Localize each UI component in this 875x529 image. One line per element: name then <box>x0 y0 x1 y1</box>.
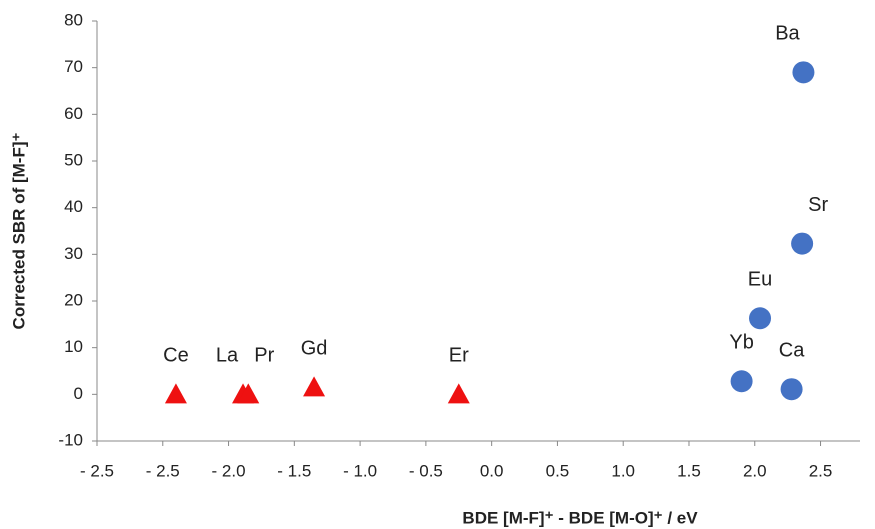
y-axis-title: Corrected SBR of [M-F]⁺ <box>9 133 28 330</box>
point-label: Sr <box>808 194 828 216</box>
x-tick-label: 0.5 <box>546 461 570 480</box>
circle-marker <box>749 307 772 330</box>
x-axis-title: BDE [M-F]⁺ - BDE [M-O]⁺ / eV <box>462 508 698 527</box>
point-label: Gd <box>301 338 328 360</box>
point-label: Ba <box>775 23 800 45</box>
x-tick-label: - 1.0 <box>343 461 377 480</box>
y-tick-label: 60 <box>64 104 83 123</box>
point-label: Ce <box>163 345 189 367</box>
point-label: Yb <box>729 332 753 354</box>
y-tick-label: 20 <box>64 290 83 309</box>
y-tick-label: 40 <box>64 197 83 216</box>
y-tick-label: 30 <box>64 244 83 263</box>
y-tick-label: 80 <box>64 10 83 29</box>
y-tick-label: 50 <box>64 150 83 169</box>
y-tick-label: -10 <box>58 430 83 449</box>
y-tick-label: 10 <box>64 337 83 356</box>
x-tick-label: - 2.0 <box>212 461 246 480</box>
point-label: Er <box>449 345 469 367</box>
point-label: La <box>216 345 239 367</box>
triangle-marker <box>447 383 470 404</box>
x-tick-label: 1.0 <box>611 461 635 480</box>
y-tick-label: 0 <box>74 384 83 403</box>
x-tick-label: - 2.5 <box>146 461 180 480</box>
circle-marker <box>780 378 803 401</box>
x-tick-label: 0.0 <box>480 461 504 480</box>
triangle-marker <box>237 383 260 404</box>
x-tick-label: 2.5 <box>809 461 833 480</box>
x-tick-label: - 1.5 <box>277 461 311 480</box>
point-label: Eu <box>748 269 772 291</box>
point-label: Ca <box>779 339 805 361</box>
triangle-marker <box>164 383 187 404</box>
x-tick-label: - 2.5 <box>80 461 114 480</box>
x-tick-label: - 0.5 <box>409 461 443 480</box>
triangle-marker <box>303 376 326 397</box>
circle-marker <box>730 370 753 393</box>
y-tick-label: 70 <box>64 57 83 76</box>
point-label: Pr <box>254 345 274 367</box>
circle-marker <box>792 61 815 84</box>
circle-marker <box>791 232 814 255</box>
x-tick-label: 2.0 <box>743 461 767 480</box>
x-tick-label: 1.5 <box>677 461 701 480</box>
